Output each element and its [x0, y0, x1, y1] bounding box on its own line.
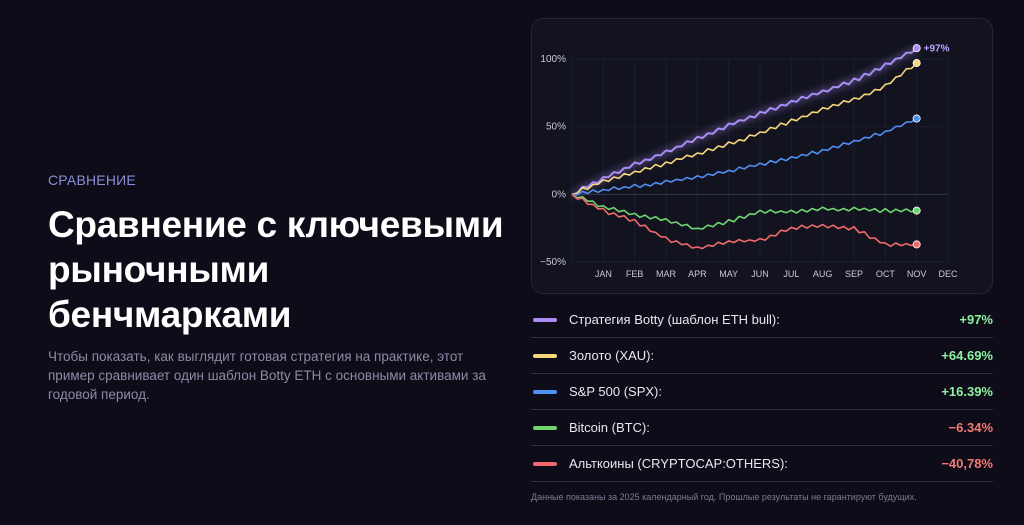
- series-end-point: [912, 206, 921, 215]
- legend-value: +97%: [959, 312, 993, 327]
- legend-row: S&P 500 (SPX): +16.39%: [531, 374, 993, 410]
- legend-swatch: [533, 425, 557, 430]
- x-tick-label: APR: [688, 269, 707, 279]
- comparison-chart-card: 100% 50% 0% −50% JAN FEB MAR APR MAY JUN JUL AUG SEP…: [531, 18, 993, 294]
- legend-swatch: [533, 353, 557, 358]
- legend-row: Альткоины (CRYPTOCAP:OTHERS): −40,78%: [531, 446, 993, 482]
- x-tick-label: OCT: [876, 269, 896, 279]
- x-tick-label: SEP: [845, 269, 863, 279]
- chart-grid: [571, 58, 949, 263]
- intro-section: СРАВНЕНИЕ Сравнение с ключевыми рыночным…: [48, 172, 518, 404]
- legend-label: Bitcoin (BTC):: [569, 420, 650, 435]
- series-end-point: [912, 114, 921, 123]
- legend-value: +64.69%: [941, 348, 993, 363]
- y-tick-label: 0%: [552, 189, 567, 200]
- x-tick-label: JUL: [783, 269, 799, 279]
- legend-row: Золото (XAU): +64.69%: [531, 338, 993, 374]
- legend-row: Стратегия Botty (шаблон ETH bull): +97%: [531, 302, 993, 338]
- legend-row: Bitcoin (BTC): −6.34%: [531, 410, 993, 446]
- series-line: [571, 62, 918, 196]
- y-tick-label: 50%: [546, 122, 566, 133]
- y-tick-label: −50%: [540, 257, 566, 268]
- page-title: Сравнение с ключевыми рыночными бенчмарк…: [48, 202, 518, 337]
- comparison-legend: Стратегия Botty (шаблон ETH bull): +97% Зо…: [531, 302, 993, 482]
- chart-series: [571, 44, 921, 250]
- legend-value: −6.34%: [948, 420, 993, 435]
- series-end-point: [912, 59, 921, 68]
- series-end-point: [912, 44, 921, 53]
- series-line: [571, 193, 917, 250]
- x-tick-label: FEB: [626, 269, 644, 279]
- chart-axes: 100% 50% 0% −50% JAN FEB MAR APR MAY JUN JUL AUG SEP…: [540, 54, 958, 279]
- y-tick-label: 100%: [540, 54, 566, 65]
- legend-value: −40,78%: [941, 456, 993, 471]
- x-tick-label: NOV: [907, 269, 927, 279]
- footnote: Данные показаны за 2025 календарный год.…: [531, 492, 917, 502]
- series-end-point: [912, 240, 921, 249]
- x-tick-label: AUG: [813, 269, 833, 279]
- legend-label: Стратегия Botty (шаблон ETH bull):: [569, 312, 780, 327]
- series-line: [571, 47, 918, 196]
- page-title-line-2: рыночными бенчмарками: [48, 249, 292, 335]
- x-tick-label: MAY: [719, 269, 738, 279]
- legend-label: S&P 500 (SPX):: [569, 384, 662, 399]
- comparison-chart: 100% 50% 0% −50% JAN FEB MAR APR MAY JUN JUL AUG SEP…: [540, 44, 958, 279]
- series-end-label: +97%: [924, 44, 950, 55]
- series-line: [571, 117, 918, 196]
- legend-swatch: [533, 461, 557, 466]
- legend-swatch: [533, 389, 557, 394]
- page-title-line-1: Сравнение с ключевыми: [48, 204, 504, 245]
- chart-labels: +97%: [924, 44, 950, 55]
- x-tick-label: MAR: [656, 269, 677, 279]
- series-line: [571, 193, 917, 230]
- legend-swatch: [533, 317, 557, 322]
- x-tick-label: JUN: [751, 269, 769, 279]
- legend-label: Золото (XAU):: [569, 348, 655, 363]
- x-tick-label: DEC: [938, 269, 958, 279]
- section-eyebrow: СРАВНЕНИЕ: [48, 172, 136, 188]
- legend-label: Альткоины (CRYPTOCAP:OTHERS):: [569, 456, 788, 471]
- legend-value: +16.39%: [941, 384, 993, 399]
- section-description: Чтобы показать, как выглядит готовая стр…: [48, 349, 486, 402]
- x-tick-label: JAN: [595, 269, 612, 279]
